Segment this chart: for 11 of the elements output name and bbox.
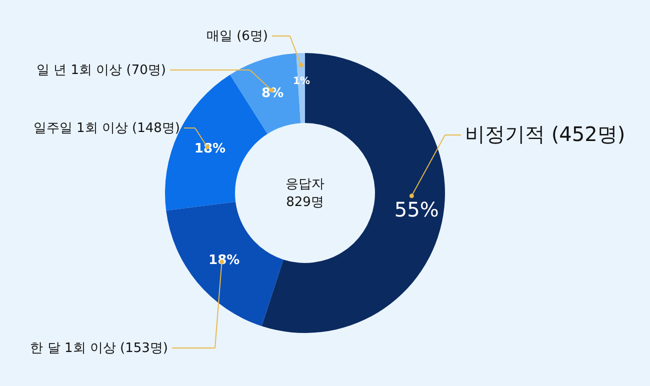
data-label: 55% xyxy=(394,198,439,222)
donut-slice xyxy=(166,202,284,326)
slice-label: 일 년 1회 이상 (70명) xyxy=(36,63,166,78)
slice-label: 비정기적 (452명) xyxy=(465,122,626,146)
data-label: 18% xyxy=(208,252,240,268)
text: 829명 xyxy=(286,195,324,210)
text: 응답자 xyxy=(286,177,324,192)
slice-label: 매일 (6명) xyxy=(206,29,268,44)
slice-label: 일주일 1회 이상 (148명) xyxy=(33,121,180,136)
slice-label: 한 달 1회 이상 (153명) xyxy=(30,341,168,356)
donut-slice xyxy=(262,53,445,333)
